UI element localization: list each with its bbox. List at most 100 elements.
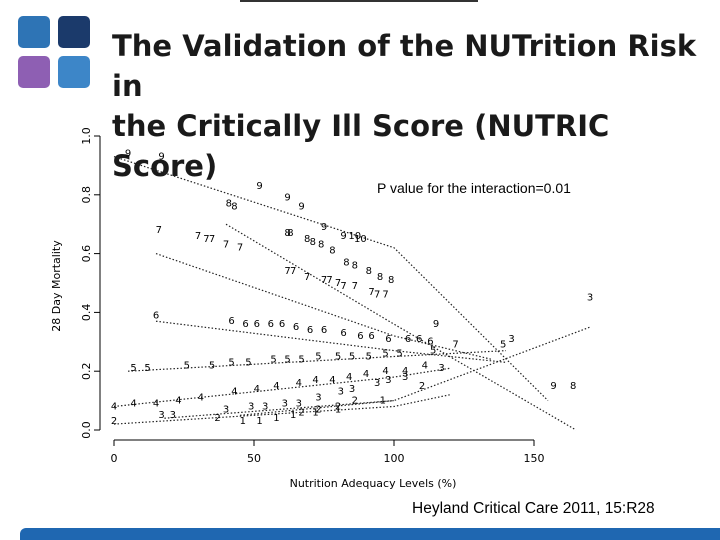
point-label: 6	[268, 319, 274, 330]
point-label: 5	[284, 354, 290, 365]
series-line	[113, 156, 549, 402]
point-label: 3	[385, 375, 391, 386]
point-label: 8	[343, 257, 349, 268]
point-label: 8	[352, 260, 358, 271]
y-axis-label: 28 Day Mortality	[50, 240, 63, 332]
point-label: 6	[279, 319, 285, 330]
point-label: 6	[427, 337, 433, 348]
point-label: 2	[419, 381, 425, 392]
point-label: 6	[153, 310, 159, 321]
point-label: 4	[153, 398, 159, 409]
point-label: 5	[500, 340, 506, 351]
top-divider	[240, 0, 478, 2]
point-label: 4	[111, 401, 117, 412]
point-label: 5	[315, 351, 321, 362]
point-label: 4	[231, 387, 237, 398]
series-line	[113, 394, 451, 425]
point-label: 10	[354, 234, 367, 245]
point-label: 2	[335, 401, 341, 412]
point-label: 7	[326, 275, 332, 286]
point-label: 4	[382, 366, 388, 377]
x-tick-label: 0	[111, 452, 118, 465]
point-label: 7	[304, 272, 310, 283]
point-label: 3	[158, 410, 164, 421]
point-label: 6	[416, 334, 422, 345]
point-label: 7	[290, 266, 296, 277]
point-label: 8	[318, 240, 324, 251]
point-label: 5	[335, 351, 341, 362]
chart-annotation: P value for the interaction=0.01	[377, 180, 571, 196]
point-label: 8	[226, 199, 232, 210]
point-label: 8	[287, 228, 293, 239]
point-label: 1	[380, 396, 386, 407]
point-label: 6	[293, 322, 299, 333]
point-label: 4	[329, 375, 335, 386]
point-label: 9	[298, 202, 304, 213]
point-label: 10	[348, 231, 361, 242]
point-label: 7	[237, 243, 243, 254]
point-label: 5	[209, 360, 215, 371]
point-label: 7	[374, 290, 380, 301]
y-tick-label: 0.2	[80, 362, 93, 380]
point-label: 9	[550, 381, 556, 392]
logo-square	[18, 16, 50, 48]
point-label: 4	[273, 381, 279, 392]
citation: Heyland Critical Care 2011, 15:R28	[412, 500, 655, 517]
point-label: 1	[335, 404, 341, 415]
bottom-accent-bar	[20, 528, 720, 540]
point-label: 8	[231, 202, 237, 213]
logo	[18, 16, 96, 94]
point-label: 4	[254, 384, 260, 395]
x-axis-label: Nutrition Adequacy Levels (%)	[290, 477, 457, 490]
point-label: 5	[349, 351, 355, 362]
point-label: 7	[284, 266, 290, 277]
point-label: 1	[290, 410, 296, 421]
y-tick-label: 0.4	[80, 304, 93, 322]
point-label: 5	[270, 354, 276, 365]
point-label: 2	[298, 407, 304, 418]
point-label: 4	[402, 366, 408, 377]
point-label: 1	[240, 416, 246, 427]
point-label: 4	[312, 375, 318, 386]
point-label: 6	[254, 319, 260, 330]
point-label: 7	[352, 281, 358, 292]
y-tick-label: 1.0	[80, 127, 93, 145]
point-label: 7	[223, 240, 229, 251]
point-label: 3	[587, 293, 593, 304]
point-label: 7	[203, 234, 209, 245]
title-line: The Validation of the NUTrition Risk in	[112, 29, 697, 103]
point-label: 8	[310, 237, 316, 248]
point-label: 7	[368, 287, 374, 298]
point-label: 7	[156, 225, 162, 236]
point-label: 8	[329, 246, 335, 257]
point-label: 3	[402, 372, 408, 383]
point-label: 5	[245, 357, 251, 368]
point-label: 5	[130, 363, 136, 374]
point-label: 5	[382, 349, 388, 360]
x-tick-label: 150	[524, 452, 545, 465]
point-label: 3	[282, 398, 288, 409]
point-label: 5	[144, 363, 150, 374]
point-label: 7	[382, 290, 388, 301]
point-label: 6	[242, 319, 248, 330]
point-label: 3	[262, 401, 268, 412]
point-label: 5	[228, 357, 234, 368]
point-label: 3	[248, 401, 254, 412]
point-label: 3	[170, 410, 176, 421]
point-label: 6	[228, 316, 234, 327]
point-label: 6	[307, 325, 313, 336]
point-label: 4	[422, 360, 428, 371]
x-tick-label: 50	[247, 452, 261, 465]
point-label: 4	[175, 396, 181, 407]
point-label: 5	[184, 360, 190, 371]
x-tick-label: 100	[384, 452, 405, 465]
point-label: 6	[357, 331, 363, 342]
point-label: 2	[315, 404, 321, 415]
point-label: 9	[256, 181, 262, 192]
point-label: 8	[377, 272, 383, 283]
point-label: 4	[130, 398, 136, 409]
point-label: 8	[284, 228, 290, 239]
point-label: 3	[296, 398, 302, 409]
point-label: 3	[508, 334, 514, 345]
logo-square	[58, 56, 90, 88]
